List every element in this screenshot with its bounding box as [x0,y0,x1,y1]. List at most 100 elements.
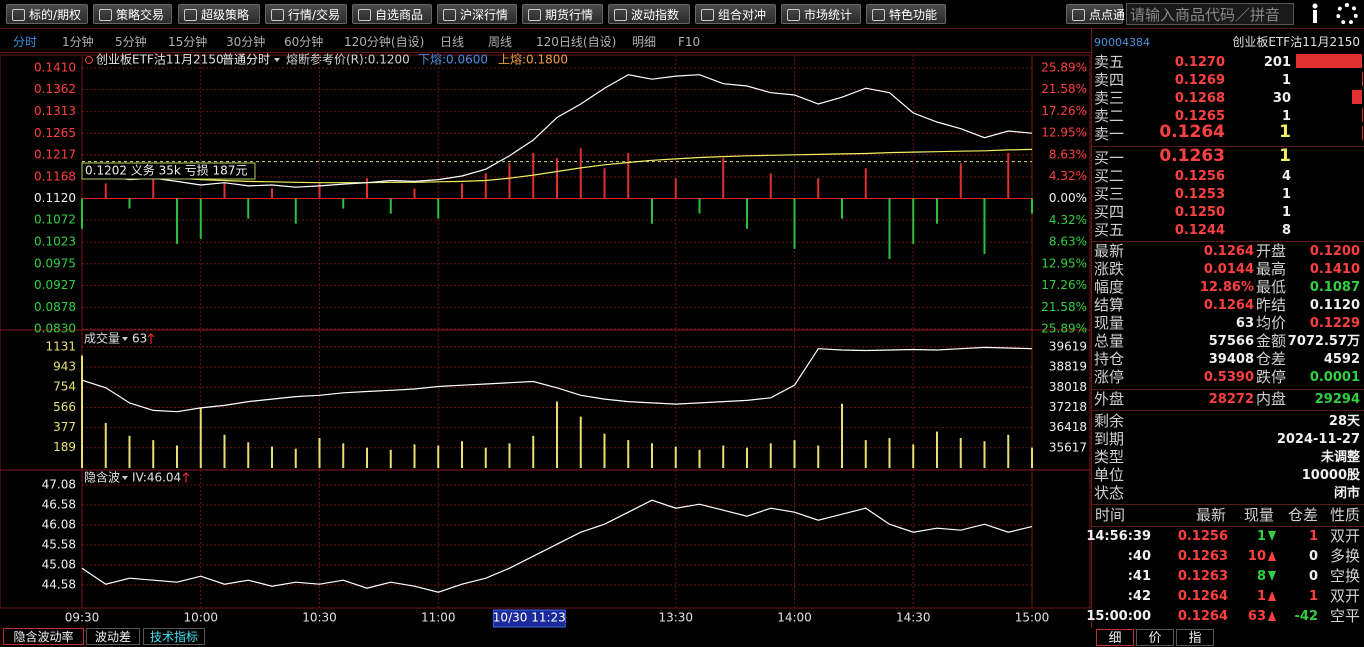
bar [722,158,725,199]
trade-time: :42 [1127,589,1151,604]
search-input[interactable]: 请输入商品代码／拼音 [1126,3,1294,25]
divider [1092,410,1364,411]
toolbar-button[interactable]: 特色功能 [866,4,946,24]
toolbar-button[interactable]: 波动指数 [608,4,690,24]
period-tab[interactable]: 30分钟 [226,35,266,49]
period-tab[interactable]: 15分钟 [168,35,208,49]
trade-header: 现量 [1243,506,1274,524]
y-tick-label: 0.1265 [34,126,76,140]
divider [0,28,1364,29]
book-qty: 1 [1281,187,1291,202]
toolbar-button[interactable]: 市场统计 [781,4,861,24]
trade-header: 仓差 [1287,506,1318,524]
period-tab[interactable]: 60分钟 [284,35,324,49]
icon [271,9,284,21]
bar [556,158,558,199]
book-qty: 30 [1272,91,1291,106]
toolbar-button[interactable]: 组合对冲 [695,4,776,24]
x-tick-label: 09:30 [65,611,100,625]
y2-tick-label: 38018 [1049,380,1087,394]
bottom-tab[interactable]: 技术指标 [143,628,205,645]
icon [184,9,197,21]
toolbar-button[interactable]: 策略交易 [93,4,172,24]
period-tab[interactable]: 120日线(自设) [536,35,617,49]
info-label: 状态 [1094,484,1125,502]
bar [674,178,677,199]
search-button[interactable]: 点点通 [1066,4,1125,24]
y2-tick-label: 25.89% [1041,322,1087,336]
book-price: 0.1253 [1174,187,1225,202]
bar [247,198,250,219]
bar [888,198,891,259]
toolbar-button[interactable]: 期货行情 [522,4,603,24]
book-label: 卖五 [1094,53,1125,71]
trade-nature: 双开 [1329,587,1360,605]
book-qty: 1 [1279,146,1291,166]
y2-tick-label: 17.26% [1041,104,1087,118]
bottom-tab[interactable]: 隐含波动率 [3,628,84,645]
trade-time: 15:00:00 [1086,609,1151,624]
book-price: 0.1270 [1174,55,1225,70]
bar [793,198,796,249]
line [81,499,1033,593]
info-value: 10000股 [1301,468,1360,483]
side-tab[interactable]: 细 [1096,629,1134,646]
icon [1072,9,1085,21]
bar [342,198,345,209]
y2-tick-label: 4.32% [1049,213,1087,227]
bar [318,183,321,199]
line [81,148,1033,184]
side-tab[interactable]: 指 [1176,629,1214,646]
toolbar-button[interactable]: 超级策略 [178,4,260,24]
bar [674,446,677,468]
toolbar-button[interactable]: 沪深行情 [437,4,517,24]
stat-label: 涨跌 [1094,260,1125,278]
bar [532,153,535,199]
book-label: 买四 [1094,203,1125,221]
bar [864,168,867,199]
period-tab[interactable]: 周线 [488,35,513,49]
book-label: 买一 [1094,149,1125,167]
trade-price: 0.1263 [1177,549,1228,564]
info-icon[interactable] [1306,2,1324,24]
period-tab[interactable]: 日线 [440,35,465,49]
qty-bar [1296,54,1362,68]
bar [223,434,226,468]
mode-select[interactable]: 普通分时 [222,53,270,67]
bar [318,437,321,468]
period-tab[interactable]: 分时 [13,35,38,49]
bar [1031,447,1033,468]
period-tab[interactable]: 明细 [632,35,657,49]
period-tab[interactable]: 1分钟 [62,35,94,49]
x-tick-label: 10:00 [183,611,218,625]
info-value: 未调整 [1320,450,1360,465]
icon [85,56,93,64]
period-tab[interactable]: 120分钟(自设) [344,35,425,49]
period-tab[interactable]: F10 [678,35,701,49]
annotation: 0.1202 义务 35k 亏损 187元 [85,163,247,178]
trade-qty: 10 [1247,549,1266,564]
book-qty: 1 [1281,205,1291,220]
y2-tick-label: 37218 [1049,400,1087,414]
trade-arrow [1268,591,1276,601]
bar [698,449,701,468]
bar [603,433,606,468]
toolbar-button[interactable]: 行情/交易 [265,4,347,24]
side-tab[interactable]: 价 [1136,629,1174,646]
toolbar-button[interactable]: 自选商品 [352,4,432,24]
trade-arrow [1268,611,1276,621]
bottom-tab[interactable]: 波动差 [86,628,140,645]
bar [176,198,178,244]
toolbar-button[interactable]: 标的/期权 [6,4,88,24]
bar [484,447,487,468]
y2-tick-label: 25.89% [1041,61,1087,75]
bar [627,440,630,468]
icon [528,9,541,21]
settings-icon[interactable] [1336,3,1358,25]
stat-label: 最低 [1256,278,1287,296]
bar [247,442,250,468]
stat-value: 63 [1235,316,1254,331]
bar [389,449,392,468]
period-tab[interactable]: 5分钟 [115,35,147,49]
